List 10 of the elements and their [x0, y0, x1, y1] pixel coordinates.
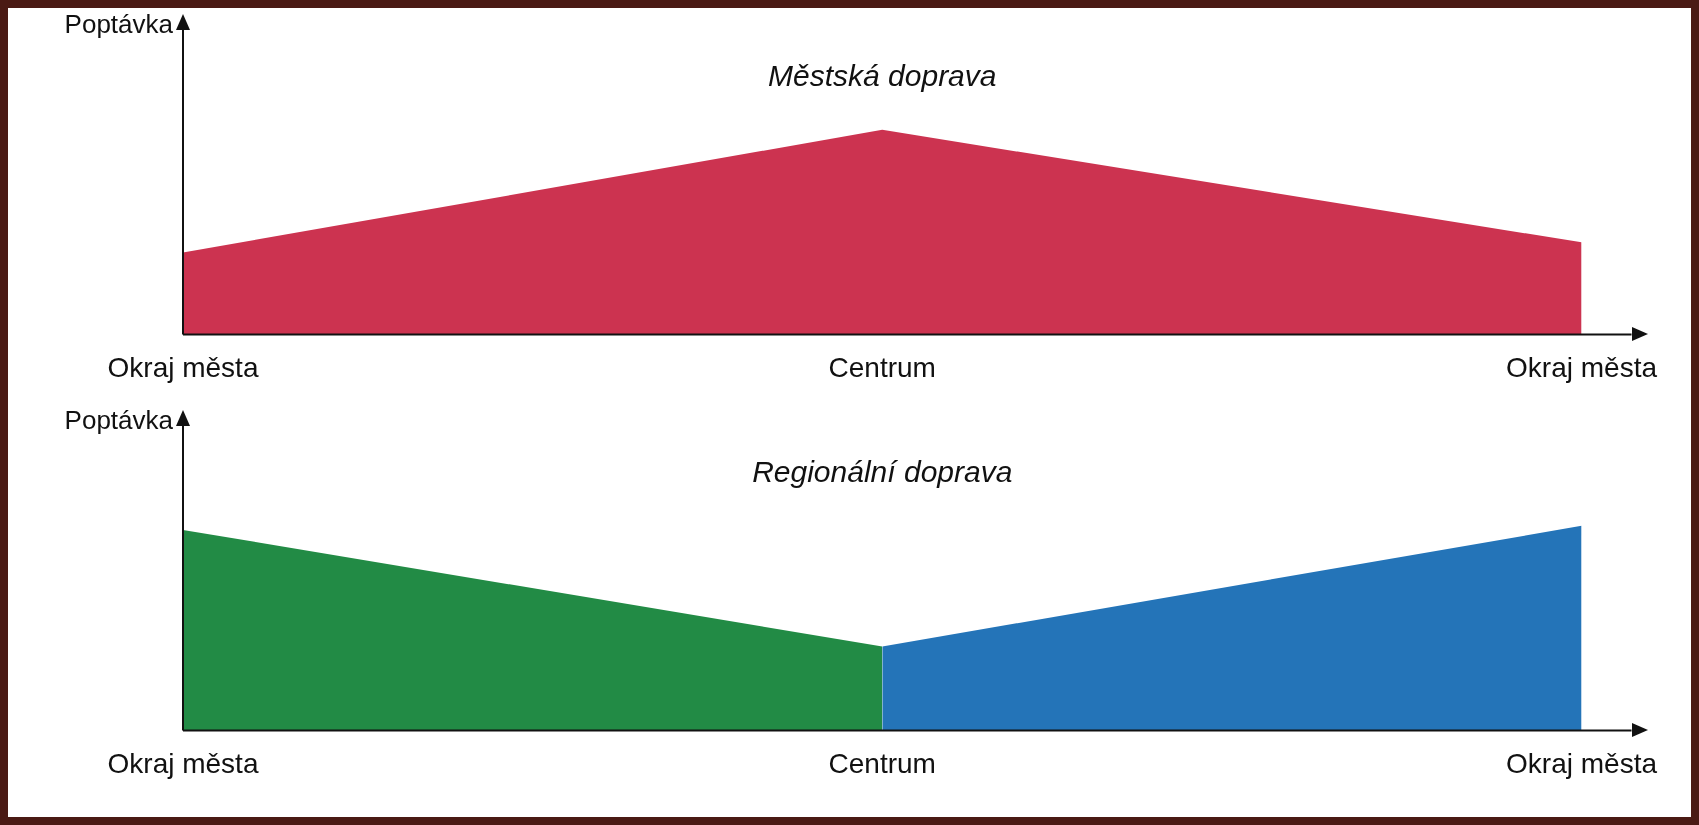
x-tick-label: Okraj města [107, 747, 259, 779]
x-tick-label: Okraj města [1506, 351, 1658, 383]
x-tick-label: Okraj města [1506, 747, 1658, 779]
x-tick-label: Centrum [828, 747, 936, 779]
x-tick-label: Centrum [828, 351, 936, 383]
chart-title: Regionální doprava [752, 455, 1013, 489]
x-tick-label: Okraj města [107, 351, 259, 383]
chart-title: Městská doprava [768, 59, 997, 93]
y-axis-title: Poptávka [64, 405, 174, 436]
y-axis-title: Poptávka [64, 9, 174, 40]
